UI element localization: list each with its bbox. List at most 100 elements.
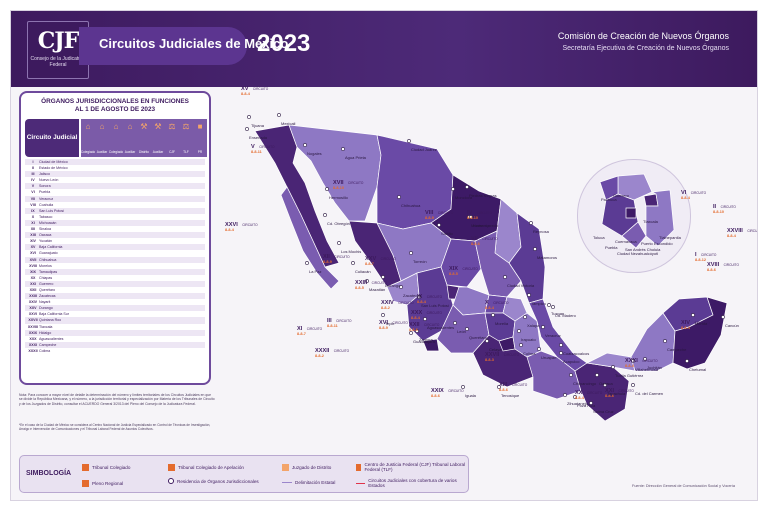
city-dot[interactable] [341, 147, 345, 151]
city-dot[interactable] [559, 351, 563, 355]
circuit-label-xxxi[interactable]: XXXI CIRCUITO 8-8-4 [625, 355, 658, 369]
circuit-label-xxiv[interactable]: XXIV CIRCUITO 8-8-2 [381, 297, 414, 311]
city-dot[interactable] [541, 325, 545, 329]
city-dot[interactable] [451, 187, 455, 191]
circuit-label-xviii[interactable]: XVIII CIRCUITO 8-8-6 [707, 259, 739, 273]
circuit-label-xxx[interactable]: XXX CIRCUITO 8-8-4 [411, 307, 442, 321]
city-dot[interactable] [351, 261, 355, 265]
city-dot[interactable] [325, 187, 329, 191]
city-dot[interactable] [533, 247, 537, 251]
circuit-label-vi[interactable]: VI CIRCUITO 8-8-4 [681, 187, 706, 201]
city-dot[interactable] [453, 321, 457, 325]
city-dot[interactable] [381, 313, 385, 317]
circuit-word: CIRCUITO [690, 191, 707, 195]
city-dot[interactable] [409, 251, 413, 255]
city-dot[interactable] [529, 221, 533, 225]
city-dot[interactable] [595, 373, 599, 377]
region-baja-california-sur[interactable] [280, 186, 340, 290]
region-chiapas[interactable] [574, 362, 630, 422]
circuit-label-xx[interactable]: XX CIRCUITO 8-8-4 [575, 387, 602, 401]
city-dot[interactable] [485, 339, 489, 343]
city-dot[interactable] [547, 303, 551, 307]
circuit-label-vii[interactable]: VII CIRCUITO 8-8-6 [471, 233, 498, 247]
city-label: Cd. Obregón [327, 221, 350, 226]
city-dot[interactable] [461, 385, 465, 389]
region-colima[interactable] [422, 338, 440, 352]
inset-region-cdmx[interactable] [625, 207, 637, 219]
circuit-label-iii[interactable]: III CIRCUITO 8-8-11 [327, 315, 351, 329]
circuit-label-xvii[interactable]: XVII CIRCUITO 8-8-10 [333, 177, 363, 191]
city-dot[interactable] [503, 275, 507, 279]
city-dot[interactable] [663, 339, 667, 343]
circuit-label-xxvii[interactable]: XXVII CIRCUITO 8-8-3 [485, 349, 519, 363]
city-dot[interactable] [245, 127, 249, 131]
circuit-label-i[interactable]: I CIRCUITO 8-8-12 [695, 249, 716, 263]
city-dot[interactable] [563, 393, 567, 397]
city-dot[interactable] [407, 139, 411, 143]
city-dot[interactable] [551, 305, 555, 309]
circuit-label-xxviii[interactable]: XXVIII CIRCUITO 8-8-4 [727, 225, 757, 239]
city-dot[interactable] [305, 261, 309, 265]
city-dot[interactable] [573, 395, 577, 399]
circuit-label-xxix[interactable]: XXIX CIRCUITO 8-8-6 [431, 385, 464, 399]
city-dot[interactable] [399, 285, 403, 289]
city-dot[interactable] [365, 279, 369, 283]
city-dot[interactable] [437, 223, 441, 227]
city-dot[interactable] [337, 241, 341, 245]
city-dot[interactable] [631, 359, 635, 363]
city-dot[interactable] [631, 383, 635, 387]
city-dot[interactable] [397, 195, 401, 199]
city-dot[interactable] [685, 359, 689, 363]
circuit-label-xv[interactable]: XV CIRCUITO 8-8-4 [241, 83, 268, 97]
circuit-label-xxxii[interactable]: XXXII CIRCUITO 8-8-2 [315, 345, 349, 359]
city-dot[interactable] [643, 357, 647, 361]
city-dot[interactable] [603, 383, 607, 387]
city-dot[interactable] [423, 317, 427, 321]
city-dot[interactable] [537, 347, 541, 351]
region-quintana-roo[interactable] [672, 296, 728, 370]
city-dot[interactable] [497, 385, 501, 389]
circuit-label-xxi[interactable]: XXI CIRCUITO 8-8-6 [605, 385, 634, 399]
city-dot[interactable] [559, 343, 563, 347]
city-dot[interactable] [303, 143, 307, 147]
city-dot[interactable] [491, 313, 495, 317]
circuit-label-x[interactable]: X CIRCUITO 8-8-4 [485, 297, 509, 311]
city-dot[interactable] [415, 329, 419, 333]
circuit-label-v[interactable]: V CIRCUITO 8-8-11 [251, 141, 275, 155]
city-dot[interactable] [465, 185, 469, 189]
circuit-label-iv[interactable]: IV CIRCUITO 8-8-10 [467, 207, 492, 221]
circuit-label-viii[interactable]: VIII CIRCUITO 8-8-9 [425, 207, 453, 221]
city-dot[interactable] [691, 313, 695, 317]
circuit-label-xix[interactable]: XIX CIRCUITO 8-8-5 [449, 263, 478, 277]
circuit-label-xiv[interactable]: XIV CIRCUITO 8-8-4 [681, 317, 710, 331]
city-dot[interactable] [519, 343, 523, 347]
city-dot[interactable] [523, 315, 527, 319]
city-dot[interactable] [569, 373, 573, 377]
city-dot[interactable] [247, 115, 251, 119]
city-dot[interactable] [721, 315, 725, 319]
circuit-label-xvi[interactable]: XVI CIRCUITO 8-8-9 [379, 317, 408, 331]
circuit-label-ix[interactable]: IX CIRCUITO 8-8-4 [417, 291, 442, 305]
inset-region-morelos[interactable] [621, 221, 647, 249]
inset-region-tlaxcala[interactable] [643, 193, 659, 207]
circuit-label-xxii[interactable]: XXII CIRCUITO 8-8-6 [409, 319, 439, 333]
circuit-label-xxiii[interactable]: XXIII CIRCUITO 8-8-5 [355, 277, 387, 291]
circuit-label-xiii[interactable]: XIII CIRCUITO 8-8-6 [499, 379, 527, 393]
circuit-label-xi[interactable]: XI CIRCUITO 8-8-7 [297, 323, 322, 337]
region-san-luis-potosi[interactable] [474, 230, 522, 298]
circuit-label-xii[interactable]: XII CIRCUITO 8-8-9 [323, 251, 350, 265]
circuit-label-xxv[interactable]: XXV CIRCUITO 8-8-7 [365, 253, 396, 267]
city-dot[interactable] [517, 329, 521, 333]
city-dot[interactable] [465, 327, 469, 331]
circuit-label-xxvi[interactable]: XXVI CIRCUITO 8-8-4 [225, 219, 258, 233]
city-dot[interactable] [323, 213, 327, 217]
city-dot[interactable] [589, 401, 593, 405]
city-dot[interactable] [417, 295, 421, 299]
city-dot[interactable] [469, 215, 473, 219]
city-dot[interactable] [381, 275, 385, 279]
city-dot[interactable] [277, 113, 281, 117]
city-dot[interactable] [409, 331, 413, 335]
circuit-label-ii[interactable]: II CIRCUITO 8-8-10 [713, 201, 736, 215]
city-dot[interactable] [611, 365, 615, 369]
city-dot[interactable] [527, 293, 531, 297]
